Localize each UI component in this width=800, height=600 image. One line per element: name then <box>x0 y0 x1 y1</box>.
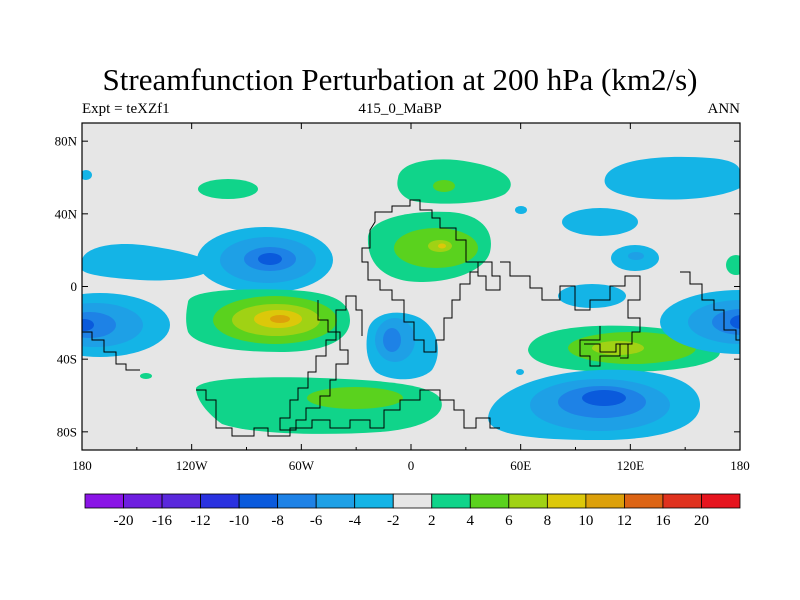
colorbar-swatch <box>354 493 394 509</box>
contour-fields <box>82 156 740 440</box>
anomaly-north-pacific-east-low <box>604 156 740 200</box>
colorbar-label: -20 <box>114 513 134 529</box>
colorbar-swatch <box>546 493 587 509</box>
colorbar-swatch <box>161 493 201 509</box>
coastline-antarctica <box>196 389 500 437</box>
coastline-europe-africa <box>361 199 479 353</box>
colorbar-swatch <box>200 493 240 509</box>
coastline-arabia <box>477 261 501 291</box>
anomaly-central-asia-small <box>515 206 527 214</box>
anomaly-south-america-high <box>186 289 350 352</box>
colorbar-swatch <box>277 493 317 509</box>
x-tick-label: 180 <box>730 458 750 473</box>
y-axis: 80N 40N 0 40S 80S <box>55 134 740 439</box>
coastline-left-pacific <box>82 331 140 371</box>
colorbar-swatch <box>238 493 279 509</box>
colorbar-label: 16 <box>655 513 671 529</box>
coastline-right-pacific <box>680 271 740 341</box>
anomaly-indian-ocean-low <box>558 284 626 308</box>
chart-title: Streamfunction Perturbation at 200 hPa (… <box>102 62 698 97</box>
colorbar-swatch <box>469 493 510 509</box>
x-tick-label: 120E <box>617 458 645 473</box>
x-tick-label: 60E <box>510 458 531 473</box>
colorbar-swatch <box>392 493 433 509</box>
period-label: 415_0_MaBP <box>358 101 442 117</box>
x-tick-label: 60W <box>289 458 315 473</box>
anomaly-small-green-west <box>140 373 152 379</box>
anomaly-southeast-pacific-low <box>660 290 740 354</box>
anomaly-na-west-small <box>198 179 258 199</box>
y-tick-label: 40S <box>57 352 77 367</box>
anomaly-pacific-south-low <box>82 293 170 357</box>
anomaly-southern-ocean-high <box>196 377 442 434</box>
x-axis: 180 120W 60W 0 60E 120E 180 <box>72 123 750 473</box>
colorbar-swatch <box>315 493 356 509</box>
experiment-label: Expt = teXZf1 <box>82 101 170 117</box>
coastline-asia <box>500 261 641 367</box>
colorbar-swatch <box>508 493 548 509</box>
colorbar-label: -4 <box>348 513 361 529</box>
anomaly-southern-ocean-low <box>488 369 700 440</box>
colorbar-label: 20 <box>694 513 709 529</box>
anomaly-north-america-low <box>197 227 333 293</box>
colorbar-label: -8 <box>271 513 284 529</box>
colorbar-swatch <box>662 493 702 509</box>
colorbar-label: 2 <box>428 513 436 529</box>
colorbar-label: 10 <box>578 513 593 529</box>
colorbar-swatch <box>585 493 625 509</box>
anomaly-south-atlantic-low <box>366 312 438 380</box>
colorbar-swatch <box>701 493 741 509</box>
anomaly-central-asia-low <box>562 208 638 236</box>
x-tick-label: 0 <box>408 458 415 473</box>
x-tick-label: 120W <box>176 458 209 473</box>
season-label: ANN <box>707 101 741 117</box>
coastlines <box>82 199 740 437</box>
coastline-australia <box>584 343 629 359</box>
colorbar-label: 8 <box>544 513 552 529</box>
colorbar-label: 12 <box>617 513 632 529</box>
colorbar-label: -16 <box>152 513 172 529</box>
colorbar-swatch <box>431 493 471 509</box>
anomaly-north-pacific-high <box>82 170 213 281</box>
coastline-north-america <box>279 295 363 431</box>
colorbar: -20 -16 -12 -10 -8 -6 -4 -2 2 4 6 8 10 12 16 20 <box>84 493 741 529</box>
anomaly-east-pacific-small <box>726 255 740 275</box>
colorbar-swatch <box>84 493 124 509</box>
colorbar-label: -10 <box>229 513 249 529</box>
anomaly-north-atlantic-high <box>397 159 511 204</box>
colorbar-swatch <box>123 493 163 509</box>
map-panel: 180 120W 60W 0 60E 120E 180 80N 40N 0 40S 80S <box>55 122 750 473</box>
colorbar-label: -12 <box>191 513 211 529</box>
colorbar-swatch <box>624 493 664 509</box>
colorbar-label: 6 <box>505 513 513 529</box>
x-tick-label: 180 <box>72 458 92 473</box>
anomaly-africa-eurasia-high <box>367 211 491 282</box>
y-tick-label: 80S <box>57 424 77 439</box>
y-tick-label: 40N <box>55 206 78 221</box>
colorbar-label: -6 <box>310 513 323 529</box>
colorbar-label: 4 <box>467 513 475 529</box>
anomaly-east-asia-low <box>611 245 659 271</box>
anomaly-small-blue-mid <box>516 369 524 375</box>
y-tick-label: 0 <box>71 279 78 294</box>
colorbar-label: -2 <box>387 513 400 529</box>
y-tick-label: 80N <box>55 134 78 149</box>
